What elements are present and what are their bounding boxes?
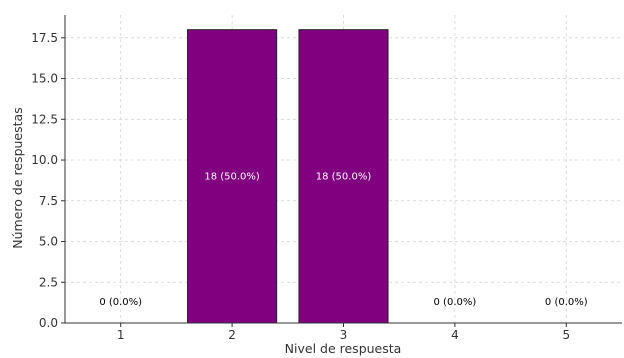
- bar-2: [187, 29, 278, 324]
- x-tick-label: 4: [451, 328, 459, 342]
- x-tick-label: 5: [562, 328, 570, 342]
- y-tick-label: 7.5: [39, 194, 58, 208]
- y-tick-label: 10.0: [31, 153, 58, 167]
- x-axis-label: Nivel de respuesta: [285, 341, 402, 356]
- x-tick-label: 1: [117, 328, 125, 342]
- y-tick-label: 17.5: [31, 31, 58, 45]
- bar-data-label: 0 (0.0%): [545, 297, 588, 308]
- y-axis-label: Número de respuestas: [10, 107, 25, 248]
- axes: 0.0 2.5 5.0 7.5 10.0 12.5 15.0 17.5 1 2 3 4 5: [31, 15, 622, 342]
- y-tick-label: 5.0: [39, 235, 58, 249]
- x-tick-label: 3: [340, 328, 348, 342]
- bar-data-label: 18 (50.0%): [316, 171, 372, 182]
- y-tick-label: 2.5: [39, 275, 58, 289]
- bars: [187, 29, 389, 324]
- bar-data-label: 18 (50.0%): [204, 171, 260, 182]
- y-tick-label: 12.5: [31, 112, 58, 126]
- y-tick-label: 15.0: [31, 72, 58, 86]
- bar-data-label: 0 (0.0%): [99, 297, 142, 308]
- bar-3: [298, 29, 389, 324]
- bar-data-label: 0 (0.0%): [434, 297, 477, 308]
- data-labels: 0 (0.0%) 18 (50.0%) 18 (50.0%) 0 (0.0%) 0 (0…: [99, 171, 587, 307]
- x-tick-label: 2: [228, 328, 236, 342]
- y-tick-label: 0.0: [39, 316, 58, 330]
